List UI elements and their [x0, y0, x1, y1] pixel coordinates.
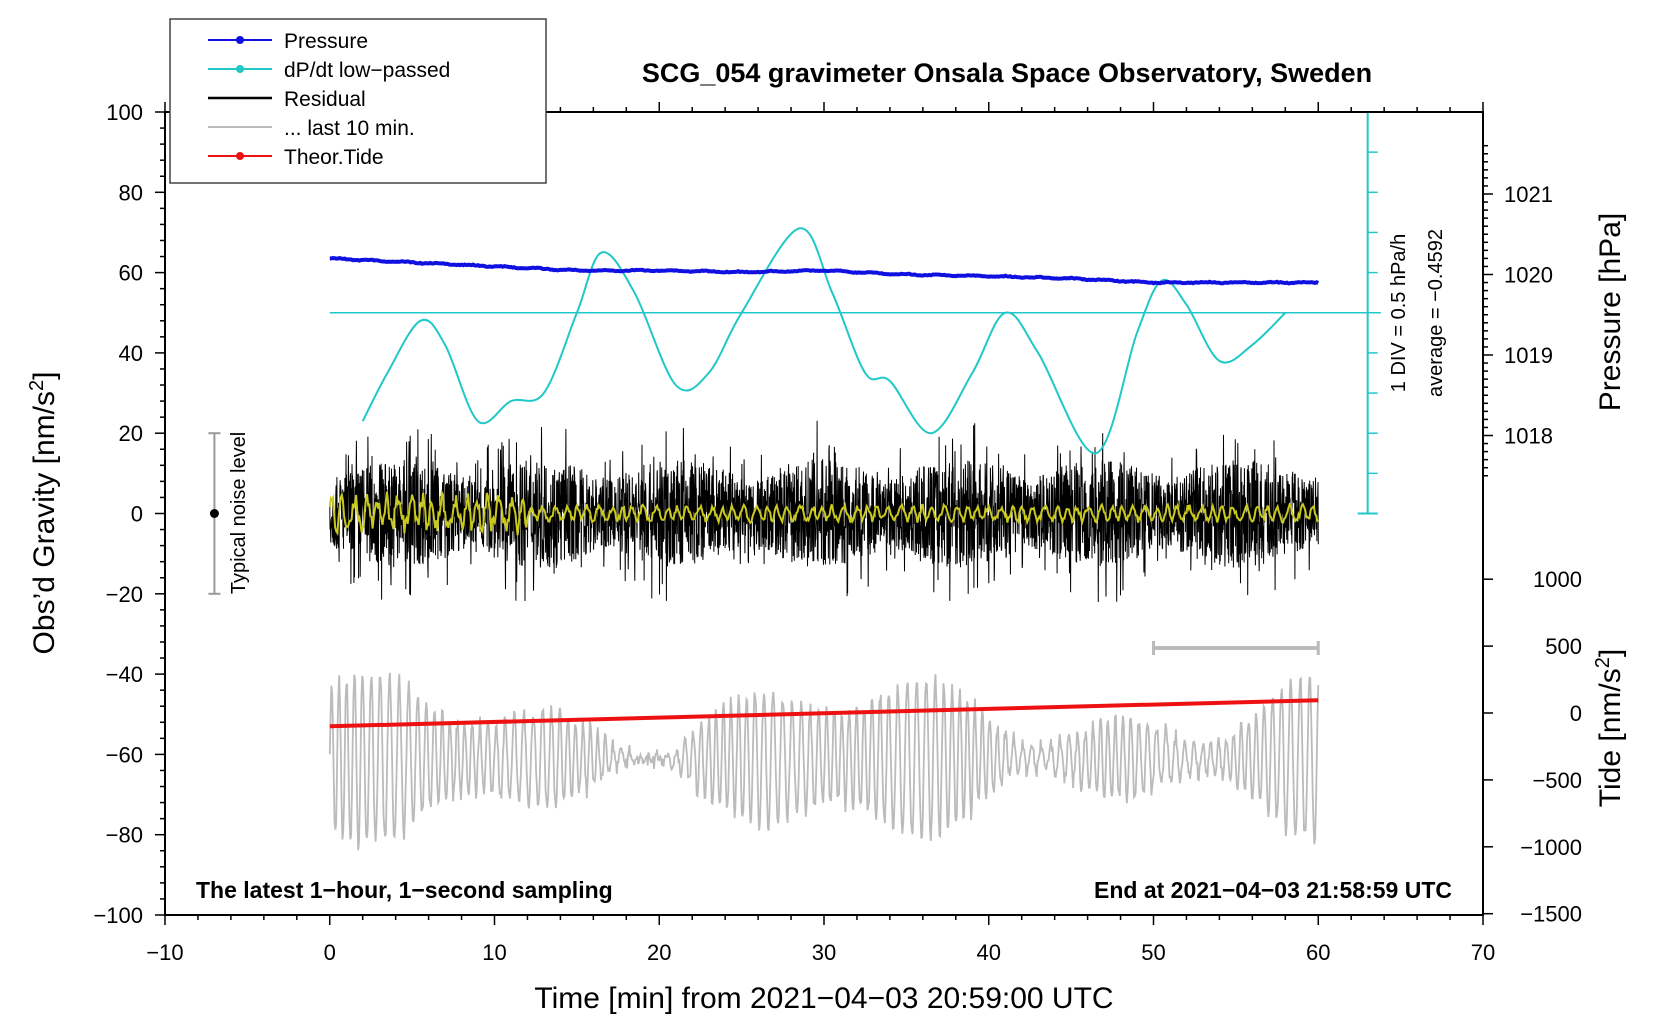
- y-tick-label: −40: [106, 662, 143, 687]
- sampling-note: The latest 1−hour, 1−second sampling: [196, 877, 613, 903]
- pressure-line: [329, 255, 1320, 286]
- y-tick-labels-left: 100 80 60 40 20 0 −20 −40 −60 −80 −100: [93, 100, 143, 928]
- y-tick-label: −20: [106, 582, 143, 607]
- pressure-tick-label: 1021: [1504, 182, 1553, 207]
- dpdt-scale-bar: [1357, 111, 1378, 515]
- y-tick-label: 100: [106, 100, 143, 125]
- legend-marker: [236, 65, 244, 73]
- y-axis-label-left: Obs’d Gravity [nm/s2]: [26, 372, 61, 655]
- x-tick-label: 10: [482, 940, 506, 965]
- average-label: average = −0.4592: [1425, 229, 1447, 397]
- legend-label: Theor.Tide: [284, 146, 384, 169]
- x-tick-label: 60: [1306, 940, 1330, 965]
- chart-title: SCG_054 gravimeter Onsala Space Observat…: [642, 58, 1372, 88]
- x-tick-label: −10: [146, 940, 183, 965]
- legend: Pressure dP/dt low−passed Residual ... last…: [169, 18, 547, 184]
- y-tick-label: 40: [119, 341, 143, 366]
- y-tick-label: 20: [119, 421, 143, 446]
- legend-marker: [236, 36, 244, 44]
- noise-level-label: Typical noise level: [228, 432, 250, 594]
- legend-marker: [236, 152, 244, 160]
- tide-tick-label: −1500: [1520, 902, 1582, 927]
- dpdt-line: [361, 227, 1286, 455]
- pressure-tick-label: 1018: [1504, 424, 1553, 449]
- y-tick-label: −80: [106, 823, 143, 848]
- x-tick-label: 40: [977, 940, 1001, 965]
- last-10-min-series: [328, 672, 1320, 851]
- div-scale-label: 1 DIV = 0.5 hPa/h: [1388, 234, 1410, 392]
- legend-label: ... last 10 min.: [284, 117, 415, 140]
- pressure-tick-labels: 1021 1020 1019 1018: [1504, 182, 1553, 449]
- x-tick-label: 30: [812, 940, 836, 965]
- tide-tick-label: 0: [1570, 701, 1582, 726]
- x-axis-label: Time [min] from 2021−04−03 20:59:00 UTC: [534, 982, 1113, 1015]
- y-tick-label: 0: [131, 502, 143, 527]
- pressure-series: [329, 255, 1320, 286]
- legend-label: Pressure: [284, 30, 368, 53]
- x-tick-label: 70: [1471, 940, 1495, 965]
- tide-tick-labels: 1000 500 0 −500 −1000 −1500: [1520, 567, 1582, 927]
- noise-level-bar: [208, 432, 221, 595]
- y-tick-label: −100: [93, 903, 143, 928]
- tide-tick-label: −1000: [1520, 835, 1582, 860]
- tide-tick-label: 1000: [1533, 567, 1582, 592]
- legend-label: dP/dt low−passed: [284, 59, 450, 82]
- y-tick-label: 80: [119, 180, 143, 205]
- y-axis-label-pressure: Pressure [hPa]: [1594, 213, 1627, 411]
- end-time-note: End at 2021−04−03 21:58:59 UTC: [1094, 877, 1452, 903]
- pressure-tick-label: 1020: [1504, 263, 1553, 288]
- theoretical-tide-series: [329, 698, 1319, 729]
- tide-line: [329, 698, 1319, 729]
- y-axis-label-tide: Tide [nm/s2]: [1592, 649, 1627, 807]
- legend-label: Residual: [284, 88, 366, 111]
- noise-bar-center: [209, 509, 219, 518]
- tide-tick-label: −500: [1532, 768, 1582, 793]
- x-tick-labels: −10 0 10 20 30 40 50 60 70: [146, 940, 1495, 965]
- recent-window-bar: [1152, 641, 1320, 656]
- x-tick-label: 20: [647, 940, 671, 965]
- x-tick-label: 0: [324, 940, 336, 965]
- pressure-tick-label: 1019: [1504, 343, 1553, 368]
- x-tick-label: 50: [1141, 940, 1165, 965]
- residual-smoothed-series: [328, 489, 1319, 537]
- y-tick-label: 60: [119, 261, 143, 286]
- y-tick-label: −60: [106, 742, 143, 767]
- tide-tick-label: 500: [1545, 634, 1582, 659]
- axis-ticks: [155, 102, 1493, 925]
- smoothed-line: [328, 489, 1319, 537]
- dpdt-series: [329, 227, 1381, 455]
- last-10-min-line: [328, 672, 1320, 851]
